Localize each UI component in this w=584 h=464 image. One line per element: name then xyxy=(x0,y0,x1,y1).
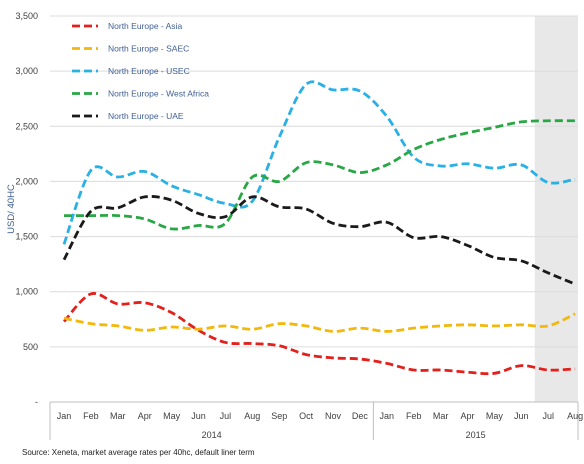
x-tick-label: Jul xyxy=(220,411,232,421)
series-line-2 xyxy=(62,80,576,245)
x-tick-label: Jan xyxy=(380,411,395,421)
x-tick-label: Mar xyxy=(433,411,449,421)
x-tick-label: Aug xyxy=(244,411,260,421)
x-tick-label: May xyxy=(163,411,181,421)
y-tick-label: 3,000 xyxy=(15,66,38,76)
x-tick-label: Sep xyxy=(271,411,287,421)
gridlines xyxy=(50,15,578,348)
axes: - 500 1,000 1,500 2,000 2,500 3,000 3,500 Jan Feb… xyxy=(15,11,583,440)
series-line-0 xyxy=(62,292,576,376)
y-tick-label: 2,500 xyxy=(15,121,38,131)
x-tick-label: Apr xyxy=(138,411,152,421)
x-tick-label: Jan xyxy=(57,411,72,421)
source-note: Source: Xeneta, market average rates per… xyxy=(22,448,255,457)
x-tick-label: May xyxy=(486,411,504,421)
series-line-1 xyxy=(63,312,576,333)
x-tick-label: Oct xyxy=(299,411,314,421)
series-lines xyxy=(62,80,576,376)
y-tick-label: - xyxy=(35,397,38,407)
y-tick-label: 1,000 xyxy=(15,287,38,297)
forecast-shade xyxy=(534,16,578,402)
x-tick-label: Jul xyxy=(542,411,554,421)
series-line-4 xyxy=(62,195,576,286)
x-tick-label: Jun xyxy=(514,411,529,421)
y-tick-label: 500 xyxy=(23,342,38,352)
y-tick-label: 3,500 xyxy=(15,11,38,21)
y-tick-label: 2,000 xyxy=(15,176,38,186)
series-line-3 xyxy=(64,119,576,231)
y-axis-title: USD/ 40HC xyxy=(6,184,17,234)
legend-label: North Europe - SAEC xyxy=(108,44,189,54)
x-tick-label: Feb xyxy=(83,411,99,421)
x-tick-label: Mar xyxy=(110,411,126,421)
legend-label: North Europe - West Africa xyxy=(108,89,209,99)
legend-label: North Europe - USEC xyxy=(108,66,190,76)
y-tick-label: 1,500 xyxy=(15,232,38,242)
x-tick-label: Feb xyxy=(406,411,422,421)
legend-label: North Europe - UAE xyxy=(108,111,184,121)
legend: North Europe - Asia North Europe - SAEC No… xyxy=(72,21,209,121)
legend-label: North Europe - Asia xyxy=(108,21,182,31)
year-label: 2015 xyxy=(466,430,486,440)
year-label: 2014 xyxy=(202,430,222,440)
x-tick-label: Aug xyxy=(567,411,583,421)
x-tick-label: Dec xyxy=(352,411,369,421)
x-tick-label: Jun xyxy=(191,411,206,421)
x-tick-label: Apr xyxy=(460,411,474,421)
x-tick-label: Nov xyxy=(325,411,342,421)
